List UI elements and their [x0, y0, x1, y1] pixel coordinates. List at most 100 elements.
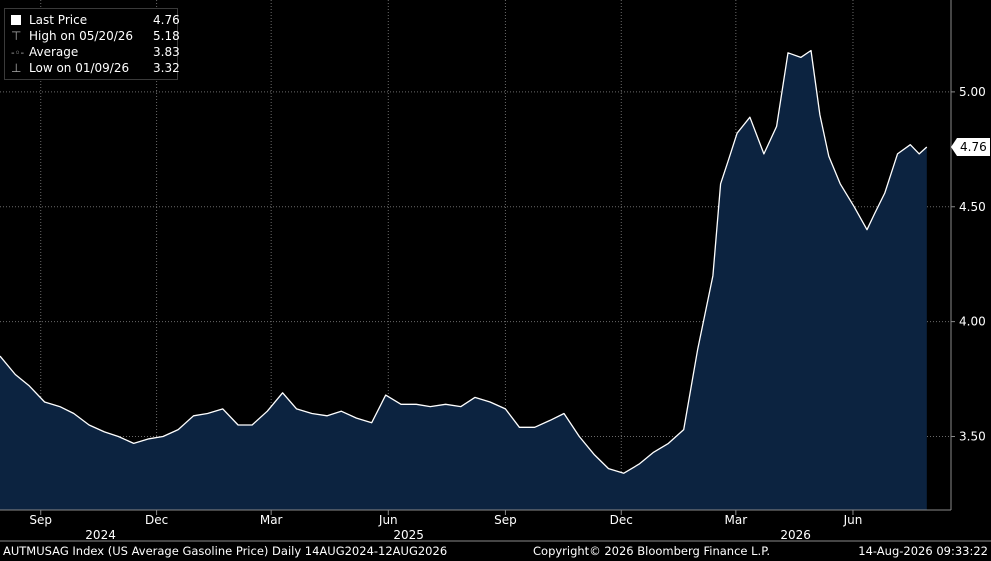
last-price-tag [951, 138, 990, 157]
price-point [251, 424, 253, 426]
price-point [505, 408, 507, 410]
price-point [28, 385, 30, 387]
price-point [445, 404, 447, 406]
price-point [763, 153, 765, 155]
price-point [193, 415, 195, 417]
legend-last-value: 4.76 [153, 13, 180, 27]
footer-timestamp: 14-Aug-2026 09:33:22 [858, 544, 988, 558]
price-point [222, 408, 224, 410]
price-point [460, 406, 462, 408]
footer-ticker: AUTMUSAG Index (US Average Gasoline Pric… [3, 544, 448, 558]
price-point [416, 404, 418, 406]
price-point [563, 413, 565, 415]
price-point [162, 436, 164, 438]
price-point [73, 413, 75, 415]
price-point [59, 406, 61, 408]
last-price-swatch-icon [11, 15, 21, 25]
price-point [534, 426, 536, 428]
price-point [866, 229, 868, 231]
price-point [828, 155, 830, 157]
price-point [623, 472, 625, 474]
price-point [800, 57, 802, 59]
price-line [0, 49, 928, 474]
x-month-label: Dec [145, 513, 168, 527]
x-month-label: Mar [725, 513, 748, 527]
price-point [356, 417, 358, 419]
price-point [897, 153, 899, 155]
price-point [668, 443, 670, 445]
y-tick-label: 5.00 [959, 85, 986, 99]
x-month-label: Sep [494, 513, 517, 527]
price-point [884, 192, 886, 194]
price-point [400, 404, 402, 406]
legend-high-value: 5.18 [153, 29, 180, 43]
price-point [340, 410, 342, 412]
price-point [727, 160, 729, 162]
x-year-label: 2025 [393, 528, 424, 542]
price-point [819, 114, 821, 116]
price-point [712, 275, 714, 277]
last-price-tag-label: 4.76 [960, 140, 987, 154]
price-point [638, 463, 640, 465]
price-point [133, 443, 135, 445]
average-marker-icon: -◦- [11, 48, 25, 59]
series-layer [0, 49, 928, 510]
price-point [853, 206, 855, 208]
y-tick-label: 3.50 [959, 429, 986, 443]
legend-low-value: 3.32 [153, 61, 180, 75]
y-tick-label: 4.50 [959, 200, 986, 214]
x-month-label: Sep [29, 513, 52, 527]
price-point [489, 401, 491, 403]
price-point [118, 436, 120, 438]
price-point [44, 401, 46, 403]
price-point [652, 452, 654, 454]
price-point [697, 348, 699, 350]
price-point [839, 183, 841, 185]
price-point [104, 431, 106, 433]
x-month-label: Jun [843, 513, 863, 527]
price-point [88, 424, 90, 426]
price-point [237, 424, 239, 426]
price-point [776, 126, 778, 128]
price-point [578, 436, 580, 438]
price-point [594, 454, 596, 456]
price-point [909, 144, 911, 146]
price-point [787, 52, 789, 54]
low-marker-icon: ⊥ [11, 61, 22, 75]
price-point [918, 153, 920, 155]
price-point [14, 374, 16, 376]
x-month-label: Mar [260, 513, 283, 527]
price-point [311, 413, 313, 415]
price-point [749, 116, 751, 118]
price-point [177, 429, 179, 431]
price-point [810, 50, 812, 52]
price-point [519, 426, 521, 428]
price-point [720, 183, 722, 185]
price-point [549, 420, 551, 422]
price-point [874, 213, 876, 215]
x-year-label: 2024 [85, 528, 116, 542]
legend-last-price: Last Price 4.76 [11, 13, 180, 27]
price-point [736, 132, 738, 134]
price-area-fill [0, 50, 927, 510]
price-point [326, 415, 328, 417]
high-marker-icon: ⊤ [11, 29, 22, 43]
x-year-label: 2026 [780, 528, 811, 542]
price-point [430, 406, 432, 408]
price-point [267, 410, 269, 412]
price-point [207, 413, 209, 415]
price-point [385, 394, 387, 396]
legend-average-value: 3.83 [153, 45, 180, 59]
legend-high: ⊤ High on 05/20/26 5.18 [11, 29, 180, 43]
legend-low: ⊥ Low on 01/09/26 3.32 [11, 61, 180, 75]
price-point [608, 468, 610, 470]
x-month-label: Dec [610, 513, 633, 527]
footer-copyright: Copyright© 2026 Bloomberg Finance L.P. [533, 544, 770, 558]
legend-average: -◦- Average 3.83 [11, 45, 180, 59]
price-point [926, 146, 928, 148]
price-point [683, 429, 685, 431]
chart-legend: Last Price 4.76 ⊤ High on 05/20/26 5.18 -… [4, 8, 180, 80]
price-point [371, 422, 373, 424]
price-point [148, 438, 150, 440]
